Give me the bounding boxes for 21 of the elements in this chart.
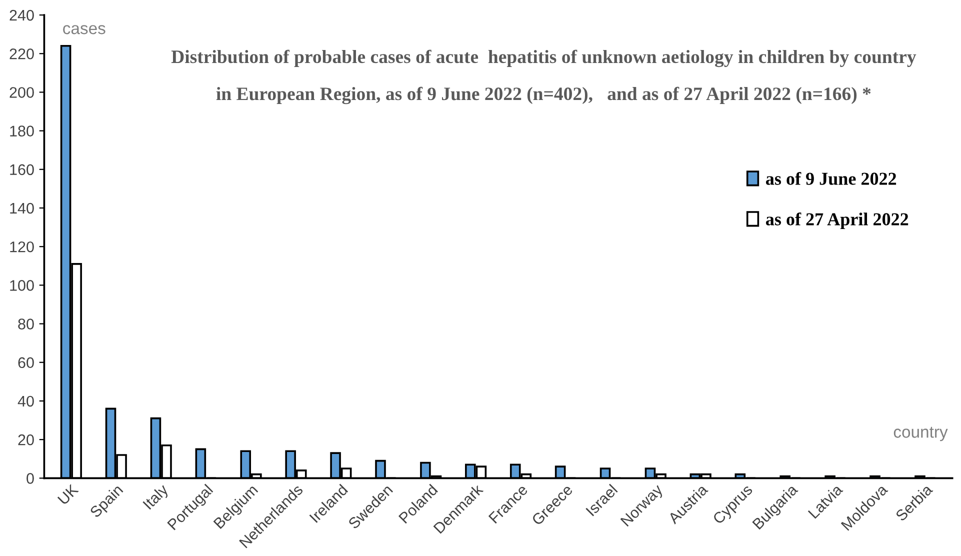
y-tick-label: 80 (18, 318, 34, 330)
y-tick-label: 20 (18, 434, 34, 446)
y-tick-label: 180 (10, 126, 34, 136)
y-tick-label: 0 (26, 473, 34, 484)
y-tick-label: 160 (10, 164, 34, 176)
y-tick-label: 240 (10, 10, 34, 21)
legend-label: as of 27 April 2022 (766, 212, 908, 230)
y-tick-label: 120 (10, 241, 34, 252)
y-axis-title: cases (63, 25, 106, 34)
legend-label: as of 9 June 2022 (766, 172, 896, 185)
x-tick-label: Italy (142, 483, 172, 512)
text: in European Region, as of 9 June 2022 (n=402), and as of 27 April 2022 (n=166) * (216, 86, 871, 104)
y-tick-label: 60 (18, 357, 34, 368)
y-tick-label: 220 (10, 48, 34, 60)
text: Distribution of probable cases of acute hepatitis of unknown aetiology in children by country (171, 50, 916, 68)
x-tick-label: UK (57, 484, 79, 506)
y-tick-label: 140 (10, 202, 34, 214)
x-axis-title: country (894, 426, 948, 442)
y-tick-label: 200 (10, 87, 34, 98)
y-tick-label: 40 (18, 396, 34, 407)
y-tick-label: 100 (10, 280, 34, 291)
